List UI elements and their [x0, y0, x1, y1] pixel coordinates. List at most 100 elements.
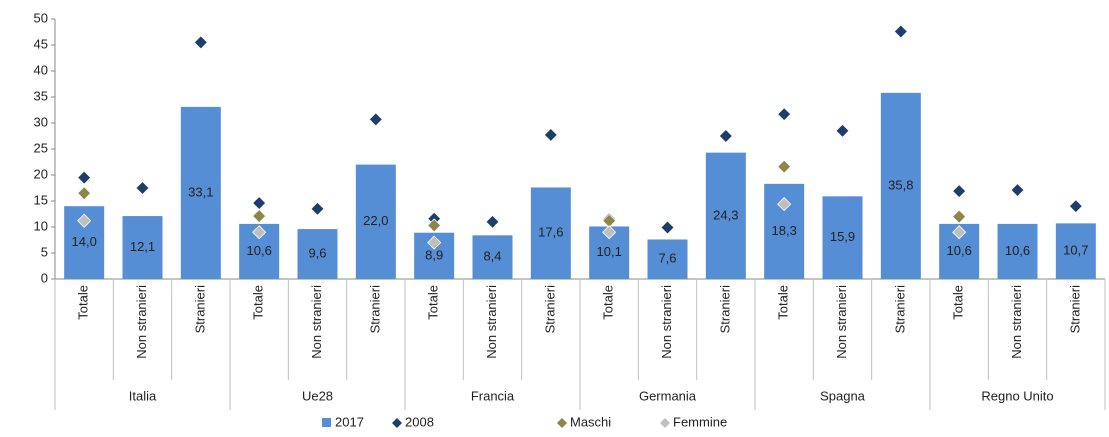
marker: [602, 225, 617, 240]
marker: [77, 213, 92, 228]
marker: [252, 225, 267, 240]
data-label: 22,0: [363, 213, 388, 228]
marker: [952, 225, 967, 240]
y-tick-label: 30: [34, 114, 48, 129]
y-tick-label: 0: [41, 270, 48, 285]
group-label: Italia: [129, 388, 157, 403]
y-tick-label: 20: [34, 166, 48, 181]
bar: [1055, 223, 1096, 279]
legend-label: Femmine: [673, 414, 727, 429]
bar: [297, 229, 338, 279]
marker: [543, 127, 558, 143]
bar: [180, 106, 221, 279]
marker: [77, 186, 92, 201]
data-label: 10,6: [1005, 243, 1030, 258]
data-label: 33,1: [188, 184, 213, 199]
x-tick-label: Totale: [251, 285, 266, 320]
legend-swatch: [557, 418, 567, 428]
group-label: Ue28: [302, 388, 333, 403]
data-label: 7,6: [658, 251, 676, 266]
data-label: 10,6: [947, 243, 972, 258]
group-label: Regno Unito: [981, 388, 1053, 403]
y-tick-label: 25: [34, 140, 48, 155]
data-label: 9,6: [308, 245, 326, 260]
group-label: Spagna: [820, 388, 866, 403]
data-label: 10,7: [1063, 243, 1088, 258]
group-label: Germania: [639, 388, 697, 403]
y-tick-label: 35: [34, 88, 48, 103]
data-label: 17,6: [538, 225, 563, 240]
marker: [252, 196, 267, 211]
bar: [355, 164, 396, 279]
x-tick-label: Stranieri: [1067, 285, 1082, 334]
marker: [660, 220, 675, 235]
marker: [368, 112, 383, 127]
y-tick-label: 10: [34, 218, 48, 233]
x-tick-label: Stranieri: [192, 285, 207, 334]
marker: [1010, 183, 1025, 198]
marker: [135, 180, 150, 196]
data-label: 8,4: [483, 249, 501, 264]
legend-label: 2008: [405, 414, 434, 429]
x-tick-label: Stranieri: [367, 285, 382, 334]
x-tick-label: Non stranieri: [484, 285, 499, 359]
y-tick-label: 50: [34, 10, 48, 25]
y-tick-label: 5: [41, 244, 48, 259]
marker: [252, 209, 267, 224]
data-label: 10,1: [597, 244, 622, 259]
data-label: 15,9: [830, 229, 855, 244]
legend-swatch: [392, 418, 402, 428]
bar: [472, 235, 513, 279]
marker: [777, 159, 792, 174]
legend-label: 2017: [335, 414, 364, 429]
bar: [997, 223, 1038, 279]
marker: [310, 201, 325, 216]
marker: [427, 218, 442, 233]
legend-label: Maschi: [570, 414, 611, 429]
data-label: 12,1: [130, 239, 155, 254]
marker: [952, 184, 967, 199]
marker: [835, 123, 850, 138]
marker: [777, 107, 792, 122]
marker: [485, 214, 500, 229]
marker: [952, 209, 967, 224]
x-tick-label: Totale: [776, 285, 791, 320]
x-tick-label: Non stranieri: [659, 285, 674, 359]
data-label: 8,9: [425, 247, 443, 262]
data-label: 10,6: [247, 243, 272, 258]
x-tick-label: Non stranieri: [834, 285, 849, 359]
y-tick-label: 15: [34, 192, 48, 207]
data-label: 18,3: [772, 223, 797, 238]
bar: [880, 92, 921, 279]
x-tick-label: Stranieri: [717, 285, 732, 334]
x-tick-label: Non stranieri: [1009, 285, 1024, 359]
marker: [77, 170, 92, 185]
data-label: 14,0: [72, 234, 97, 249]
x-tick-label: Totale: [951, 285, 966, 320]
x-tick-label: Stranieri: [542, 285, 557, 334]
x-tick-label: Totale: [601, 285, 616, 320]
x-tick-label: Non stranieri: [309, 285, 324, 359]
x-tick-label: Totale: [426, 285, 441, 320]
data-label: 35,8: [888, 177, 913, 192]
y-tick-label: 40: [34, 62, 48, 77]
group-label: Francia: [471, 388, 515, 403]
x-tick-label: Totale: [76, 285, 91, 320]
bar: [122, 216, 163, 279]
marker: [777, 197, 792, 212]
x-tick-label: Non stranieri: [134, 285, 149, 359]
legend-swatch: [660, 418, 670, 428]
marker: [893, 24, 908, 39]
marker: [718, 128, 733, 144]
marker: [193, 35, 208, 50]
bar: [822, 196, 863, 279]
data-label: 24,3: [713, 207, 738, 222]
legend-swatch: [322, 418, 331, 427]
bar: [530, 187, 571, 279]
marker: [427, 235, 442, 250]
marker: [1068, 199, 1083, 214]
bar: [647, 239, 688, 279]
bar: [705, 152, 746, 279]
x-tick-label: Stranieri: [892, 285, 907, 334]
